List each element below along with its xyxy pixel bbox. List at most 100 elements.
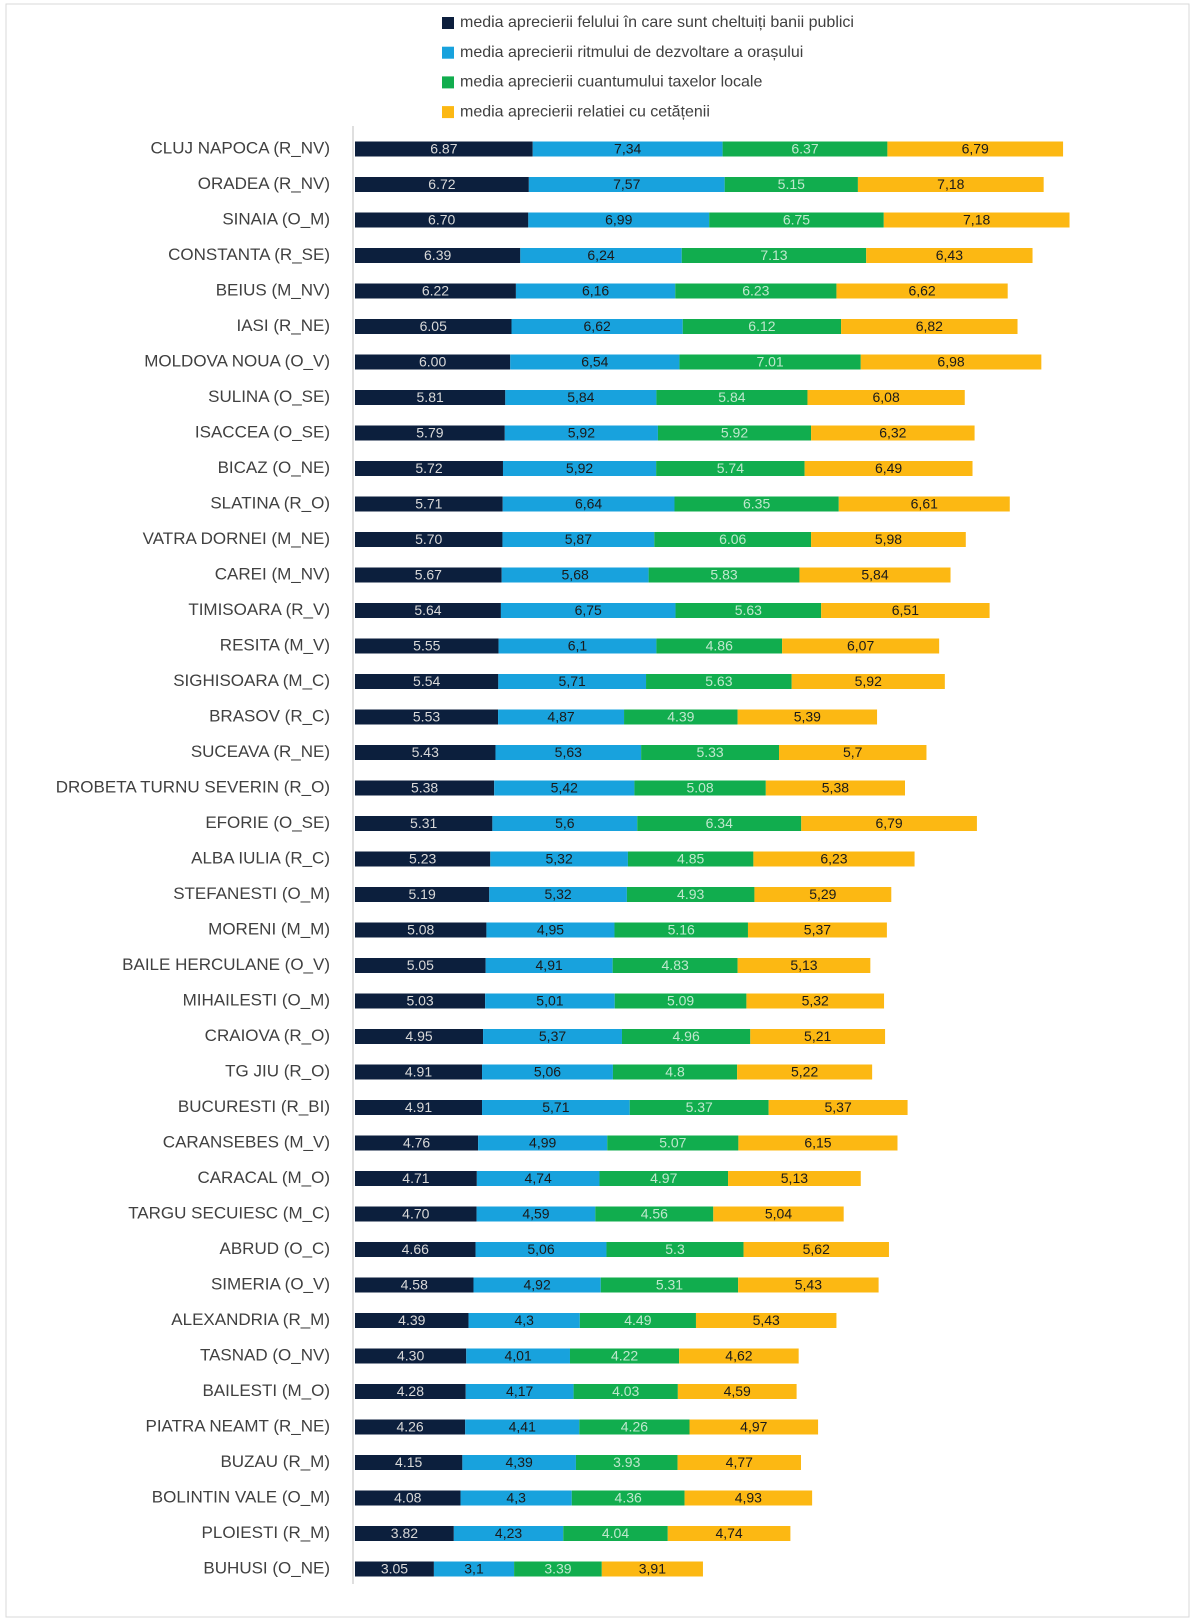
- bar-segment: [355, 709, 499, 725]
- bar-segment: [728, 1171, 861, 1186]
- value-label: 6,07: [847, 638, 874, 654]
- value-label: 4,91: [536, 957, 563, 973]
- value-label: 6,49: [875, 460, 902, 476]
- category-label: MOLDOVA NOUA (O_V): [144, 351, 330, 370]
- value-label: 4.04: [602, 1525, 629, 1541]
- bar-segment: [501, 567, 649, 583]
- bar-segment: [713, 1206, 844, 1222]
- bar-segment: [634, 780, 766, 796]
- value-label: 3,91: [639, 1561, 666, 1577]
- value-label: 5.19: [409, 886, 436, 902]
- value-label: 5.31: [410, 815, 437, 831]
- bar-segment: [511, 319, 683, 334]
- value-label: 6,1: [568, 638, 588, 654]
- bar-segment: [355, 1348, 467, 1364]
- value-label: 5,22: [791, 1064, 818, 1080]
- bar-segment: [460, 1490, 572, 1506]
- value-label: 5,37: [804, 922, 831, 938]
- value-label: 5,13: [781, 1170, 808, 1186]
- bar-segment: [355, 567, 502, 583]
- value-label: 6.87: [430, 141, 457, 157]
- value-label: 5,7: [843, 744, 863, 760]
- bar-segment: [695, 1313, 837, 1328]
- category-label: CARANSEBES (M_V): [163, 1132, 330, 1151]
- bar-segment: [782, 638, 940, 654]
- value-label: 7,18: [937, 176, 964, 192]
- value-label: 4.56: [641, 1206, 668, 1222]
- bar-segment: [355, 141, 533, 157]
- bar-segment: [355, 1561, 434, 1577]
- value-label: 5.09: [667, 993, 694, 1009]
- value-label: 6.72: [428, 176, 455, 192]
- value-label: 5.3: [665, 1241, 685, 1257]
- legend-swatch: [442, 76, 454, 89]
- value-label: 4.30: [397, 1348, 424, 1364]
- bar-segment: [614, 993, 747, 1009]
- value-label: 5.31: [656, 1277, 683, 1293]
- bar-segment: [492, 816, 638, 831]
- bar-segment: [614, 922, 748, 938]
- value-label: 5,62: [803, 1241, 830, 1257]
- bar-segment: [575, 1455, 678, 1470]
- bar-segment: [355, 354, 511, 370]
- bar-segment: [641, 745, 780, 760]
- bar-segment: [860, 354, 1042, 370]
- value-label: 5.38: [411, 780, 438, 796]
- bar-segment: [494, 780, 635, 796]
- bar-segment: [629, 1100, 769, 1115]
- category-label: ORADEA (R_NV): [198, 174, 330, 193]
- category-label: ALEXANDRIA (R_M): [171, 1310, 330, 1329]
- value-label: 4,39: [506, 1454, 533, 1470]
- bar-segment: [595, 1206, 714, 1222]
- bar-segment: [355, 1455, 463, 1470]
- bar-segment: [626, 887, 755, 902]
- category-label: PLOIESTI (R_M): [202, 1523, 330, 1542]
- bar-segment: [681, 248, 867, 263]
- category-label: CRAIOVA (R_O): [205, 1026, 330, 1045]
- value-label: 4.39: [398, 1312, 425, 1328]
- value-label: 5,01: [536, 993, 563, 1009]
- value-label: 4,95: [537, 922, 564, 938]
- value-label: 5,84: [861, 567, 888, 583]
- category-label: STEFANESTI (O_M): [173, 884, 330, 903]
- legend-swatch: [442, 106, 454, 119]
- category-label: EFORIE (O_SE): [205, 813, 330, 832]
- value-label: 4,97: [740, 1419, 767, 1435]
- value-label: 4.8: [665, 1064, 685, 1080]
- value-label: 5.74: [717, 460, 744, 476]
- bar-segment: [486, 922, 615, 938]
- value-label: 5,32: [544, 886, 571, 902]
- bar-segment: [689, 1419, 819, 1435]
- bar-segment: [482, 1100, 630, 1115]
- value-label: 5,06: [534, 1064, 561, 1080]
- category-label: SINAIA (O_M): [222, 209, 330, 228]
- bar-segment: [465, 1419, 580, 1435]
- value-label: 5,37: [824, 1099, 851, 1115]
- value-label: 4.91: [405, 1064, 432, 1080]
- bar-segment: [743, 1242, 889, 1257]
- bar-segment: [475, 1242, 607, 1257]
- bar-segment: [679, 1348, 799, 1364]
- bar-segment: [722, 141, 888, 157]
- value-label: 4.95: [405, 1028, 432, 1044]
- bar-segment: [355, 638, 499, 654]
- value-label: 5.03: [406, 993, 433, 1009]
- bar-segment: [483, 1029, 622, 1044]
- value-label: 6,43: [936, 247, 963, 263]
- value-label: 4.66: [402, 1241, 429, 1257]
- value-label: 5,32: [545, 851, 572, 867]
- bar-segment: [573, 1384, 678, 1399]
- value-label: 4,41: [509, 1419, 536, 1435]
- bar-segment: [515, 283, 676, 299]
- value-label: 6,51: [892, 602, 919, 618]
- value-label: 5,71: [542, 1099, 569, 1115]
- bar-segment: [476, 1206, 596, 1222]
- bar-segment: [355, 780, 495, 796]
- value-label: 6.12: [748, 318, 775, 334]
- bar-segment: [675, 283, 837, 299]
- bar-segment: [599, 1171, 729, 1186]
- value-label: 4.96: [673, 1028, 700, 1044]
- bar-segment: [355, 283, 516, 299]
- bar-segment: [355, 461, 503, 476]
